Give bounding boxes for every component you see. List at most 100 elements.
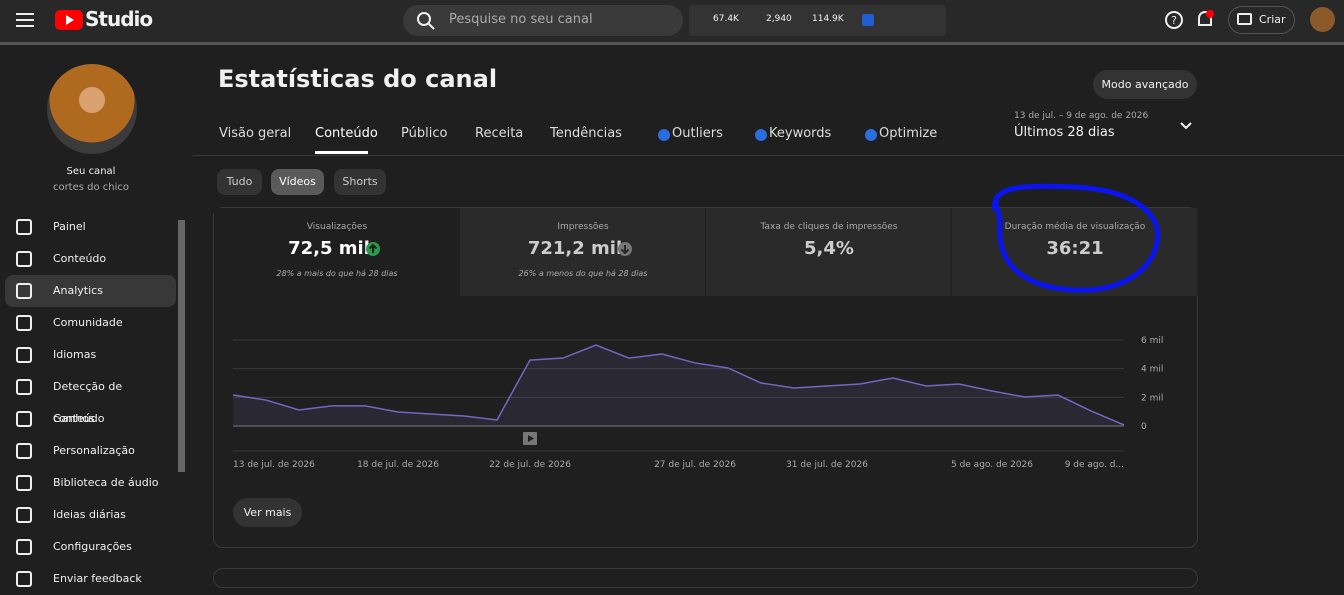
highlight-annotation (992, 183, 1161, 293)
nav-label[interactable]: Configurações (53, 540, 132, 553)
studio-page: Studio Pesquise no seu canal 67.4K 2,940 1… (0, 5, 1344, 588)
nav-icon (16, 411, 32, 427)
x-tick-label: 13 de jul. de 2026 (233, 460, 315, 470)
ext-icon[interactable] (862, 14, 874, 26)
nav-label[interactable]: Enviar feedback (53, 572, 142, 585)
metric-cell[interactable] (214, 208, 460, 296)
metric-value: 721,2 mil (527, 238, 623, 259)
help-icon[interactable]: ? (1164, 10, 1184, 30)
nav-item[interactable]: Detecção de conteúdo (5, 371, 176, 425)
search-icon (417, 12, 435, 30)
account-avatar[interactable] (1310, 7, 1335, 32)
header-stat: 114.9K (812, 14, 844, 24)
nav-item[interactable]: Conteúdo (5, 243, 176, 275)
nav-item[interactable]: Biblioteca de áudio (5, 467, 176, 499)
video-marker-play (528, 435, 534, 442)
filter-chip[interactable]: Shorts (334, 169, 386, 195)
nav-item[interactable]: Analytics (5, 275, 176, 307)
nav-item[interactable]: Personalização (5, 435, 176, 467)
create-label[interactable]: Criar (1259, 13, 1286, 26)
tab-divider (193, 155, 1344, 156)
nav-label[interactable]: Idiomas (53, 348, 97, 361)
logo-icon[interactable] (55, 10, 83, 30)
nav-icon (16, 507, 32, 523)
line-chart: 0 2 mil 4 mil 6 mil 13 de jul. de 2026 18 de … (232, 336, 1163, 470)
stats-box (689, 5, 946, 36)
metric-label: Taxa de cliques de impressões (760, 222, 898, 232)
advanced-button[interactable]: Modo avançado (1093, 70, 1197, 99)
page: YouTube Studio { "header": {"logo": "Stu… (0, 5, 1344, 588)
metric-label: Visualizações (306, 222, 368, 232)
menu-icon[interactable] (16, 12, 34, 28)
metric-label: Impressões (557, 222, 609, 232)
filter-chip[interactable]: Tudo (217, 169, 262, 195)
svg-text:?: ? (1171, 14, 1177, 27)
search-box[interactable] (403, 5, 683, 36)
x-tick-label: 22 de jul. de 2026 (489, 460, 571, 470)
tab[interactable]: Keywords (769, 126, 832, 141)
tab[interactable]: Visão geral (219, 126, 292, 141)
metric-note: 26% a menos do que há 28 dias (518, 269, 648, 278)
period[interactable]: Últimos 28 dias (1014, 125, 1115, 140)
nav-item[interactable]: Enviar feedback (5, 563, 176, 595)
nav-label[interactable]: Painel (53, 220, 86, 233)
nav-label[interactable]: Conteúdo (53, 252, 107, 265)
create-button[interactable] (1228, 6, 1295, 34)
scrollbar[interactable] (178, 220, 185, 472)
tab-icon (755, 129, 767, 141)
metric-value: 5,4% (804, 238, 854, 259)
metric-value: 36:21 (1046, 238, 1104, 259)
nav-label[interactable]: Biblioteca de áudio (53, 476, 159, 489)
nav-icon (16, 475, 32, 491)
nav-label[interactable]: Ideias diárias (53, 508, 126, 521)
tab[interactable]: Tendências (550, 126, 622, 141)
nav-label[interactable]: Analytics (53, 284, 103, 297)
tab[interactable]: Conteúdo (315, 126, 378, 141)
search-placeholder: Pesquise no seu canal (449, 12, 593, 27)
tab-icon (865, 129, 877, 141)
nav-label[interactable]: Comunidade (53, 316, 123, 329)
channel-label: Seu canal (66, 166, 116, 177)
more-button[interactable]: Ver mais (233, 498, 302, 527)
metric-cell[interactable] (706, 208, 952, 296)
tab[interactable]: Público (401, 126, 448, 141)
nav-item[interactable]: Idiomas (5, 339, 176, 371)
channel-name: cortes do chico (52, 182, 130, 193)
nav-icon (16, 443, 32, 459)
nav-item[interactable]: Painel (5, 211, 176, 243)
channel-avatar[interactable] (47, 64, 137, 154)
logo-text[interactable]: Studio (85, 7, 153, 31)
stats-card (213, 207, 1198, 548)
nav-icon (16, 347, 32, 363)
nav-item[interactable]: Ideias diárias (5, 499, 176, 531)
nav-item[interactable]: Configurações (5, 531, 176, 563)
notification-icon[interactable] (1195, 9, 1215, 31)
tab[interactable]: Outliers (672, 126, 723, 141)
header-stat: 67.4K (713, 14, 739, 24)
x-tick-label: 31 de jul. de 2026 (786, 460, 868, 470)
tab[interactable]: Optimize (879, 126, 938, 141)
period-dropdown[interactable] (1179, 121, 1193, 131)
metric-value: 72,5 mil (288, 238, 370, 259)
metric-cell[interactable] (460, 208, 706, 296)
x-tick-label: 9 de ago. d... (1065, 460, 1124, 470)
date-range[interactable]: 13 de jul. – 9 de ago. de 2026 (1014, 111, 1149, 121)
x-tick-label: 27 de jul. de 2026 (654, 460, 736, 470)
nav-label[interactable]: Detecção de conteúdo (53, 380, 123, 425)
down-icon (618, 242, 632, 256)
nav-label[interactable]: Personalização (53, 444, 135, 457)
progress-line (0, 42, 1344, 45)
tab[interactable]: Receita (475, 126, 524, 141)
y-tick-label: 6 mil (1141, 336, 1163, 346)
nav-icon (16, 283, 32, 299)
header-stat: 2,940 (766, 14, 792, 24)
create-icon (1237, 13, 1252, 25)
metric-note: 28% a mais do que há 28 dias (276, 269, 398, 278)
nav-item[interactable]: Ganhos (5, 403, 176, 435)
nav-label[interactable]: Ganhos (53, 412, 95, 425)
line-area (233, 345, 1124, 426)
nav-icon (16, 379, 32, 395)
up-icon (366, 242, 380, 256)
nav-item[interactable]: Comunidade (5, 307, 176, 339)
filter-chip[interactable]: Vídeos (271, 169, 324, 195)
